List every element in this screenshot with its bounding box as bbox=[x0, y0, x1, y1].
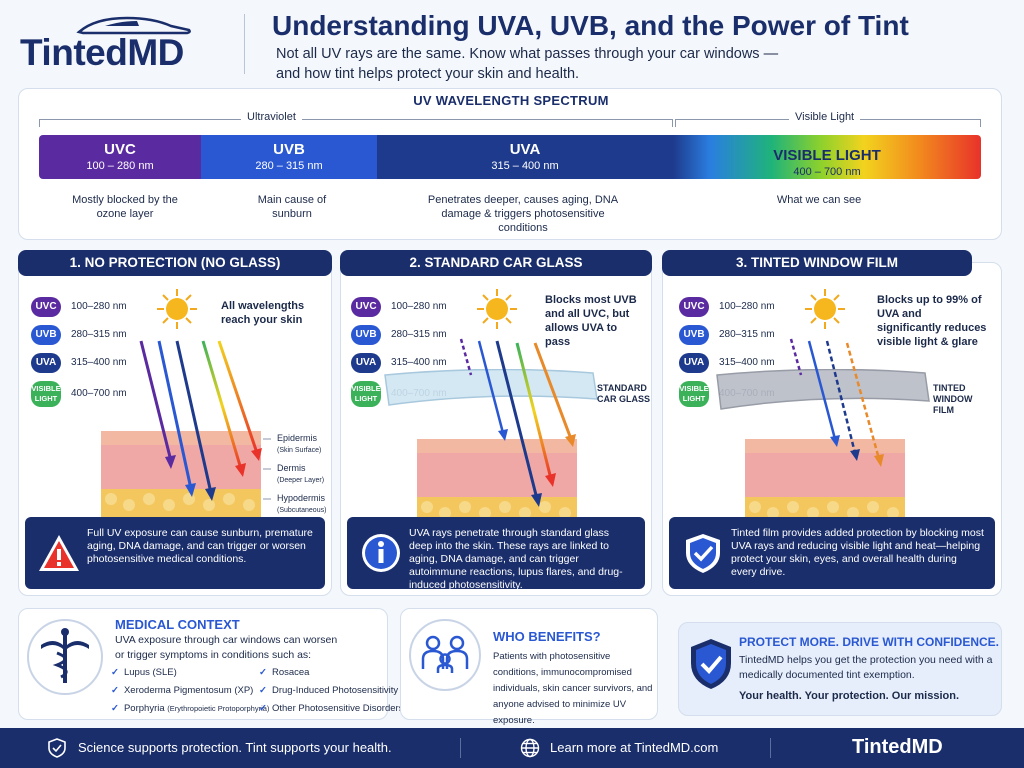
desc-uvb: Main cause of sunburn bbox=[257, 194, 327, 220]
ray-arrows bbox=[459, 338, 576, 507]
info-text: UVA rays penetrate through standard glas… bbox=[409, 527, 623, 591]
info-text: Full UV exposure can cause sunburn, prem… bbox=[87, 527, 313, 565]
ray-arrows bbox=[139, 340, 271, 501]
warning-icon bbox=[39, 535, 79, 571]
skin-cross-section bbox=[417, 439, 577, 525]
condition-item: Drug-Induced Photosensitivity bbox=[259, 685, 398, 696]
brand-logo: TintedMD bbox=[20, 12, 225, 78]
segment-uvc: UVC 100 – 280 nm bbox=[39, 135, 201, 179]
desc-visible: What we can see bbox=[776, 194, 862, 206]
sun-icon bbox=[157, 289, 197, 329]
panel-no-protection: UVC 100–280 nm UVB 280–315 nm UVA 315–400 n… bbox=[18, 262, 332, 596]
globe-icon bbox=[520, 738, 540, 758]
footer-divider bbox=[770, 738, 771, 758]
panel-tinted-film: UVC 100–280 nm UVB 280–315 nm UVA 315–400 n… bbox=[662, 262, 1002, 596]
panel-heading-no-protection: 1. NO PROTECTION (NO GLASS) bbox=[18, 250, 332, 276]
page-title: Understanding UVA, UVB, and the Power of… bbox=[272, 10, 909, 41]
spectrum-bar: UVC 100 – 280 nm UVB 280 – 315 nm UVA 315 –… bbox=[39, 135, 981, 179]
panel-heading-tinted-film: 3. TINTED WINDOW FILM bbox=[662, 250, 972, 276]
spectrum-panel: UV WAVELENGTH SPECTRUM Ultraviolet Visib… bbox=[18, 88, 1002, 240]
car-icon bbox=[76, 16, 191, 35]
ultraviolet-bracket bbox=[39, 119, 673, 127]
protect-title: PROTECT MORE. DRIVE WITH CONFIDENCE. bbox=[739, 635, 1000, 649]
caduceus-icon bbox=[27, 619, 103, 695]
info-box: Full UV exposure can cause sunburn, prem… bbox=[25, 517, 325, 589]
card-protect-more: PROTECT MORE. DRIVE WITH CONFIDENCE. Tin… bbox=[678, 622, 1002, 716]
ray-arrows bbox=[789, 338, 884, 467]
condition-item: Rosacea bbox=[259, 667, 310, 678]
shield-check-icon bbox=[686, 534, 720, 573]
region-ultraviolet: Ultraviolet bbox=[241, 111, 302, 123]
panel-note: All wavelengths reach your skin bbox=[221, 300, 305, 326]
glass-label: TINTED WINDOW FILM bbox=[933, 383, 973, 415]
footer-link[interactable]: Learn more at TintedMD.com bbox=[550, 740, 719, 755]
skin-cross-section bbox=[101, 431, 261, 517]
benefits-text: Patients with photosensitive conditions,… bbox=[493, 651, 653, 726]
condition-item: Porphyria (Erythropoietic Protoporphyria… bbox=[111, 703, 269, 714]
segment-uvb: UVB 280 – 315 nm bbox=[201, 135, 377, 179]
label-hypodermis: Hypodermis (Subcutaneous) bbox=[277, 493, 327, 514]
sun-icon bbox=[805, 289, 845, 329]
info-box: UVA rays penetrate through standard glas… bbox=[347, 517, 645, 591]
info-icon bbox=[362, 534, 400, 572]
footer-tagline: Science supports protection. Tint suppor… bbox=[78, 740, 392, 755]
region-visible-light: Visible Light bbox=[789, 111, 861, 123]
sun-icon bbox=[477, 289, 517, 329]
protect-tagline: Your health. Your protection. Our missio… bbox=[739, 690, 960, 702]
page-subtitle: Not all UV rays are the same. Know what … bbox=[276, 46, 779, 82]
segment-visible-light: VISIBLE LIGHT 400 – 700 nm bbox=[673, 135, 981, 179]
card-medical-context: MEDICAL CONTEXT UVA exposure through car… bbox=[18, 608, 403, 720]
card-who-benefits: WHO BENEFITS? Patients with photosensiti… bbox=[400, 608, 658, 726]
glass-label: STANDARD CAR GLASS bbox=[597, 383, 651, 404]
spectrum-title: UV WAVELENGTH SPECTRUM bbox=[413, 93, 609, 108]
panel-note: Blocks most UVB and all UVC, but allows … bbox=[545, 294, 637, 348]
header-divider bbox=[244, 14, 245, 74]
medical-title: MEDICAL CONTEXT bbox=[115, 617, 240, 632]
footer: Science supports protection. Tint suppor… bbox=[0, 728, 1024, 768]
panel-heading-standard-glass: 2. STANDARD CAR GLASS bbox=[340, 250, 652, 276]
shield-check-icon bbox=[691, 639, 731, 689]
panel-standard-glass: UVC 100–280 nm UVB 280–315 nm UVA 315–400 n… bbox=[340, 262, 652, 596]
footer-divider bbox=[460, 738, 461, 758]
logo-text: TintedMD bbox=[20, 32, 184, 73]
benefits-title: WHO BENEFITS? bbox=[493, 629, 601, 644]
condition-item: Lupus (SLE) bbox=[111, 667, 177, 678]
family-icon bbox=[409, 619, 481, 691]
desc-uvc: Mostly blocked by the ozone layer bbox=[72, 194, 178, 220]
info-text: Tinted film provides added protection by… bbox=[731, 527, 984, 578]
condition-item: Other Photosensitive Disorders bbox=[259, 703, 403, 714]
protect-text: TintedMD helps you get the protection yo… bbox=[739, 654, 993, 681]
label-epidermis: Epidermis (Skin Surface) bbox=[277, 433, 322, 454]
shield-icon bbox=[48, 738, 66, 758]
panel-note: Blocks up to 99% of UVA and significantl… bbox=[877, 294, 987, 348]
desc-uva: Penetrates deeper, causes aging, DNA dam… bbox=[427, 194, 619, 234]
medical-intro: UVA exposure through car windows can wor… bbox=[115, 634, 338, 661]
info-box: Tinted film provides added protection by… bbox=[669, 517, 995, 589]
condition-item: Xeroderma Pigmentosum (XP) bbox=[111, 685, 253, 696]
label-dermis: Dermis (Deeper Layer) bbox=[277, 463, 325, 484]
footer-logo: TintedMD bbox=[852, 736, 943, 758]
segment-uva: UVA 315 – 400 nm bbox=[377, 135, 673, 179]
